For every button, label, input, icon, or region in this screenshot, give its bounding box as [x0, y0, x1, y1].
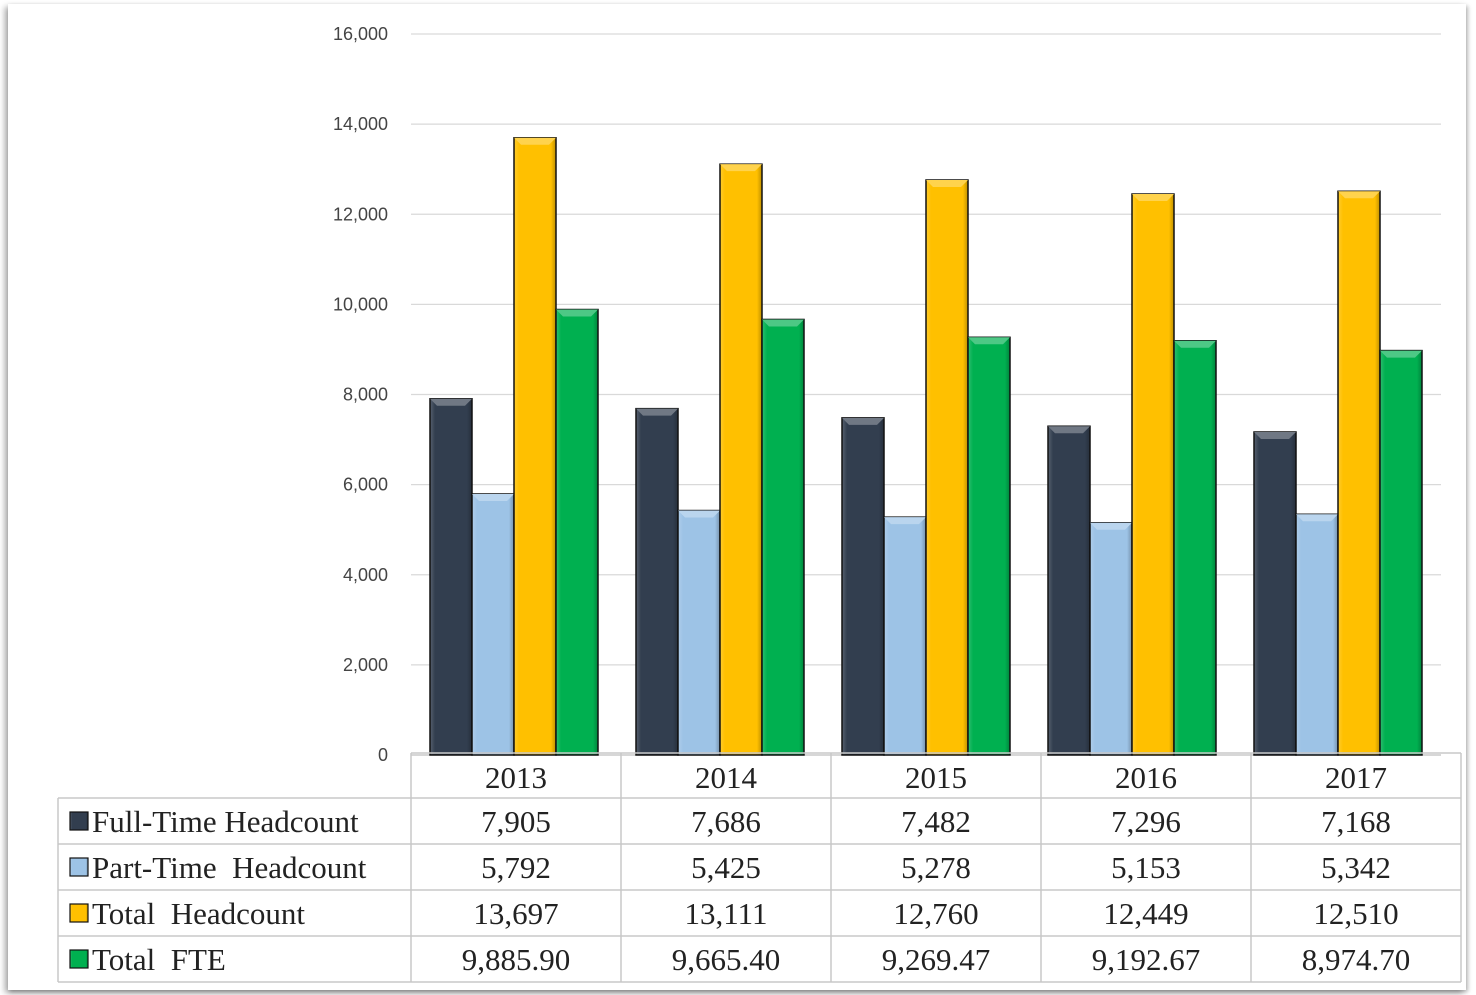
- bars: [429, 137, 1423, 756]
- x-category-label: 2013: [485, 760, 547, 795]
- bar-bevel: [884, 517, 926, 525]
- x-category-label: 2014: [695, 760, 758, 795]
- bar-total-headcount-2017: [1337, 190, 1381, 756]
- chart-frame: 0 2,000 4,000 6,000 8,000 10,000 12,000 14,000 1…: [8, 4, 1466, 990]
- y-tick-label: 2,000: [343, 655, 388, 675]
- table-cell-full-time-headcount-2017: 7,168: [1321, 804, 1391, 839]
- bar-total-fte-2016: [1173, 340, 1217, 756]
- bar-bevel: [762, 319, 804, 327]
- table-cell-total-headcount-2016: 12,449: [1103, 896, 1188, 931]
- y-tick-label: 0: [378, 745, 388, 765]
- data-table: 2013 2014 2015 2016 2017 Full-Time Headcount 7…: [57, 752, 1462, 983]
- table-cell-full-time-headcount-2016: 7,296: [1111, 804, 1181, 839]
- x-category-label: 2016: [1115, 760, 1177, 795]
- bar-full-time-headcount-2013: [429, 398, 473, 756]
- table-cell-total-fte-2017: 8,974.70: [1302, 942, 1411, 977]
- bar-full-time-headcount-2016: [1047, 425, 1091, 756]
- bar-bevel: [514, 137, 556, 145]
- table-cell-part-time-headcount-2015: 5,278: [901, 850, 971, 885]
- bar-bevel: [1090, 522, 1132, 530]
- bar-bevel: [1338, 191, 1380, 199]
- table-cell-part-time-headcount-2013: 5,792: [481, 850, 551, 885]
- x-category-label: 2015: [905, 760, 967, 795]
- bar-bevel: [1174, 340, 1216, 348]
- bar-bevel: [1296, 514, 1338, 522]
- bar-bevel: [636, 408, 678, 416]
- table-cell-full-time-headcount-2014: 7,686: [691, 804, 761, 839]
- legend-swatch-part-time-headcount: [69, 857, 89, 877]
- bar-part-time-headcount-2016: [1089, 522, 1133, 756]
- bar-total-headcount-2016: [1131, 193, 1175, 756]
- bar-total-fte-2015: [967, 336, 1011, 756]
- x-category-label: 2017: [1325, 760, 1387, 795]
- bar-bevel: [1132, 194, 1174, 202]
- table-cell-total-headcount-2013: 13,697: [473, 896, 558, 931]
- legend-label-total-fte: Total FTE: [92, 942, 226, 977]
- bar-part-time-headcount-2013: [471, 493, 515, 756]
- bar-total-headcount-2013: [513, 137, 557, 756]
- legend-swatch-total-fte: [69, 949, 89, 969]
- y-tick-label: 16,000: [333, 24, 388, 44]
- table-cell-total-headcount-2014: 13,111: [685, 896, 768, 931]
- bar-part-time-headcount-2015: [883, 516, 927, 756]
- bar-part-time-headcount-2014: [677, 509, 721, 756]
- bar-bevel: [1048, 426, 1090, 434]
- table-cell-total-fte-2016: 9,192.67: [1092, 942, 1201, 977]
- legend-label-full-time-headcount: Full-Time Headcount: [92, 804, 359, 839]
- table-cell-full-time-headcount-2015: 7,482: [901, 804, 971, 839]
- table-cell-total-fte-2015: 9,269.47: [882, 942, 991, 977]
- bar-total-fte-2014: [761, 318, 805, 756]
- bar-bevel: [678, 510, 720, 518]
- bar-total-fte-2017: [1379, 349, 1423, 756]
- bar-total-fte-2013: [555, 308, 599, 756]
- bar-bevel: [556, 309, 598, 317]
- y-tick-label: 6,000: [343, 475, 388, 495]
- table-cell-full-time-headcount-2013: 7,905: [481, 804, 551, 839]
- bar-total-headcount-2014: [719, 163, 763, 756]
- bar-full-time-headcount-2014: [635, 407, 679, 756]
- table-cell-part-time-headcount-2016: 5,153: [1111, 850, 1181, 885]
- bar-bevel: [430, 398, 472, 406]
- y-axis-ticks: 0 2,000 4,000 6,000 8,000 10,000 12,000 14,000 1…: [333, 24, 388, 765]
- bar-full-time-headcount-2017: [1253, 431, 1297, 756]
- y-tick-label: 8,000: [343, 385, 388, 405]
- bar-bevel: [842, 417, 884, 425]
- bar-bevel: [472, 493, 514, 501]
- table-cell-part-time-headcount-2014: 5,425: [691, 850, 761, 885]
- table-cell-total-headcount-2015: 12,760: [893, 896, 978, 931]
- bar-bevel: [926, 180, 968, 188]
- table-cell-part-time-headcount-2017: 5,342: [1321, 850, 1391, 885]
- y-tick-label: 10,000: [333, 294, 388, 314]
- bar-part-time-headcount-2017: [1295, 513, 1339, 756]
- bar-bevel: [720, 164, 762, 172]
- bar-bevel: [1380, 350, 1422, 358]
- bar-bevel: [968, 337, 1010, 345]
- headcount-chart: 0 2,000 4,000 6,000 8,000 10,000 12,000 14,000 1…: [57, 24, 1462, 983]
- legend-swatch-full-time-headcount: [69, 811, 89, 831]
- bar-full-time-headcount-2015: [841, 417, 885, 756]
- table-cell-total-headcount-2017: 12,510: [1313, 896, 1398, 931]
- y-tick-label: 14,000: [333, 114, 388, 134]
- bar-total-headcount-2015: [925, 179, 969, 756]
- legend-label-part-time-headcount: Part-Time Headcount: [92, 850, 367, 885]
- legend-swatch-total-headcount: [69, 903, 89, 923]
- y-tick-label: 12,000: [333, 204, 388, 224]
- legend-label-total-headcount: Total Headcount: [92, 896, 305, 931]
- table-cell-total-fte-2013: 9,885.90: [462, 942, 571, 977]
- table-cell-total-fte-2014: 9,665.40: [672, 942, 781, 977]
- bar-bevel: [1254, 431, 1296, 439]
- y-tick-label: 4,000: [343, 565, 388, 585]
